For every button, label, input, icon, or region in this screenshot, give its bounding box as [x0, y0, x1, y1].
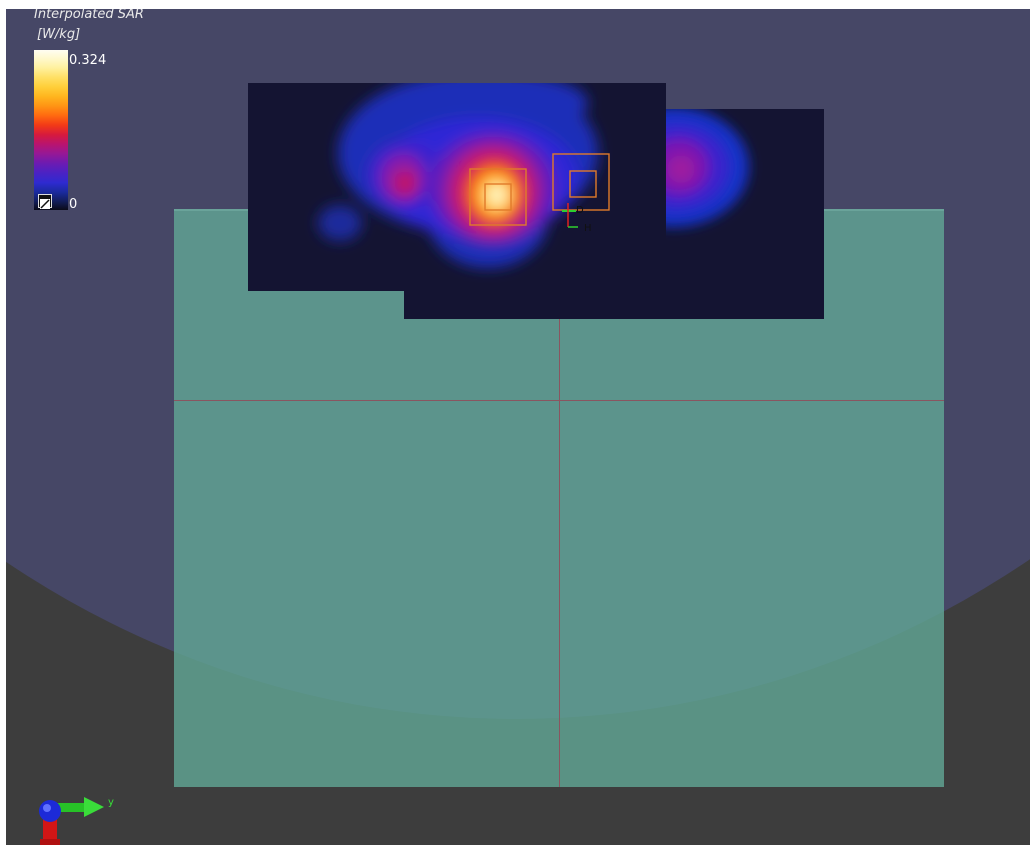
probe-label-d: D — [576, 205, 584, 216]
3d-viewport[interactable]: D H Interpolated SAR [W/kg] 0.324 0 y — [6, 9, 1030, 845]
reset-icon[interactable] — [38, 194, 52, 209]
axis-y-label: y — [108, 797, 114, 808]
legend-min-value: 0 — [69, 197, 78, 212]
phantom-vertical-line — [559, 211, 560, 787]
phantom-horizontal-line — [174, 400, 944, 401]
legend-max-value: 0.324 — [69, 53, 107, 68]
probe-label-h: H — [584, 223, 592, 233]
probe-marker: D H — [552, 153, 610, 233]
color-scale-bar — [34, 50, 68, 210]
legend-unit: [W/kg] — [37, 27, 81, 42]
sar-scan-area-primary — [248, 83, 666, 291]
legend-title: Interpolated SAR — [34, 9, 144, 22]
orientation-axes: y — [39, 797, 114, 845]
